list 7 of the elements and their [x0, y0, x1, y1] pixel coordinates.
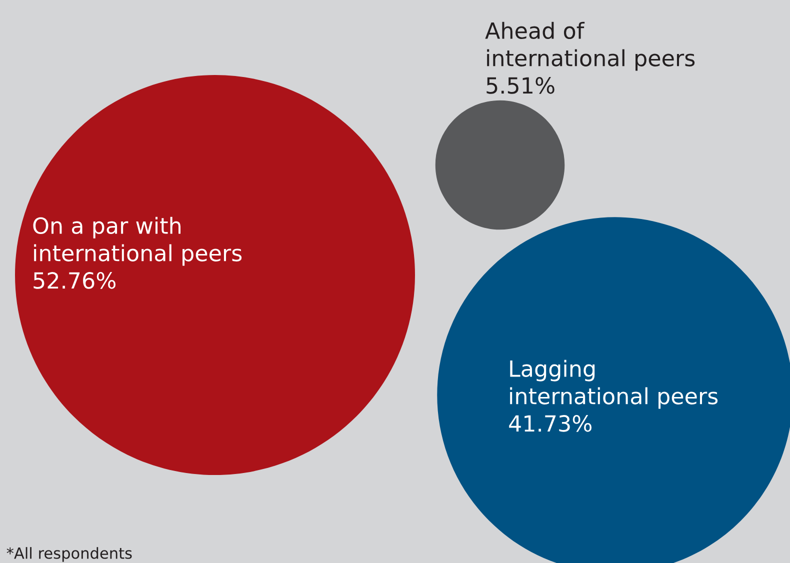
data-label: 52.76% — [34, 272, 116, 289]
data-label: 41.73% — [509, 415, 592, 432]
category-label: On a par with international peers — [33, 216, 242, 266]
category-label: Ahead of international peers — [485, 22, 695, 71]
category-label: Lagging international peers — [510, 360, 718, 409]
data-label: 5.51% — [486, 77, 554, 94]
text: *All respondents — [6, 547, 132, 562]
